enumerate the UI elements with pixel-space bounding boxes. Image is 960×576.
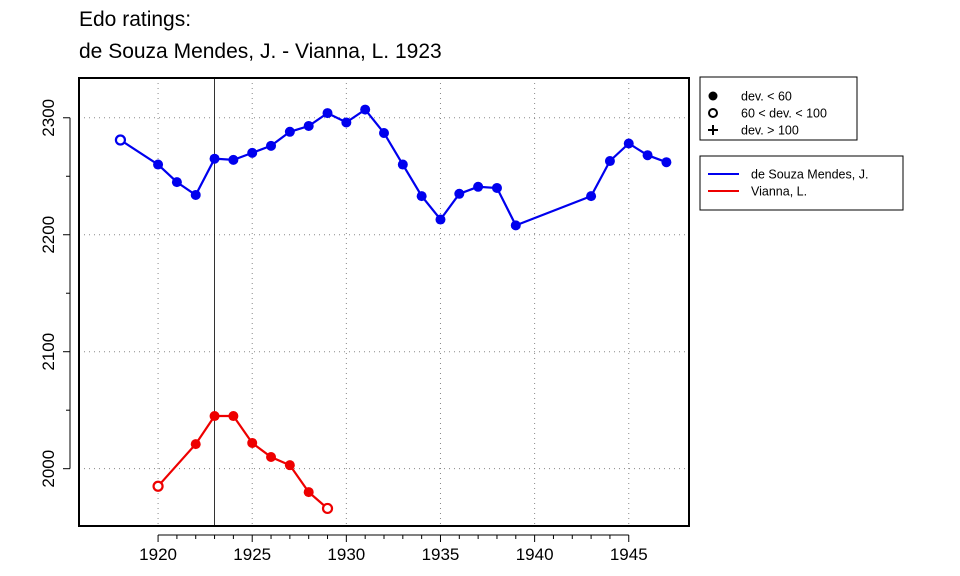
data-point-open <box>152 480 164 492</box>
x-tick-label: 1940 <box>516 545 554 564</box>
data-point-filled <box>454 188 465 199</box>
data-point-filled <box>190 439 201 450</box>
data-point-filled <box>416 191 427 202</box>
data-point-filled <box>228 411 239 422</box>
data-point-filled <box>209 411 220 422</box>
chart-title-line-2: de Souza Mendes, J. - Vianna, L. 1923 <box>79 40 442 63</box>
data-point-filled <box>266 140 277 151</box>
y-tick-label: 2000 <box>39 450 58 488</box>
data-point-filled <box>473 181 484 192</box>
data-point-filled <box>586 191 597 202</box>
legend-filled-circle-icon <box>708 91 718 101</box>
legend-plus-icon <box>708 125 718 135</box>
data-point-filled <box>284 126 295 137</box>
plot-frame <box>78 77 690 527</box>
x-tick-label: 1920 <box>139 545 177 564</box>
data-point-filled <box>284 460 295 471</box>
chart-title-line-1: Edo ratings: <box>79 8 192 31</box>
data-point-open <box>321 502 334 515</box>
data-point-filled <box>303 487 314 498</box>
legend-players: de Souza Mendes, J. Vianna, L. <box>699 155 904 211</box>
data-point-filled <box>190 189 201 200</box>
data-point-filled <box>491 182 502 193</box>
legend-deviation-label: dev. > 100 <box>741 124 799 138</box>
data-point-filled <box>604 156 615 167</box>
data-point-filled <box>397 159 408 170</box>
data-point-filled <box>322 108 333 119</box>
legend-series-label: Vianna, L. <box>751 185 807 199</box>
data-point-filled <box>341 117 352 128</box>
data-point-filled <box>228 154 239 165</box>
data-point-filled <box>360 104 371 115</box>
data-point-filled <box>171 177 182 188</box>
x-tick-label: 1930 <box>327 545 365 564</box>
legend-deviation-box <box>699 76 858 141</box>
series-line <box>157 414 329 510</box>
y-tick-label: 2200 <box>39 216 58 254</box>
legend-deviation-label: dev. < 60 <box>741 90 792 104</box>
legend-players-box <box>699 155 904 211</box>
series-vianna <box>152 411 334 515</box>
data-point-filled <box>642 150 653 161</box>
data-point-open <box>114 134 127 146</box>
legend-deviation: dev. < 60 60 < dev. < 100 dev. > 100 <box>699 76 858 141</box>
series-line <box>119 108 667 227</box>
x-tick-label: 1925 <box>233 545 271 564</box>
grid-lines <box>79 78 689 526</box>
data-point-filled <box>153 159 164 170</box>
y-axis: 2000 2100 2200 2300 <box>39 99 71 488</box>
data-point-filled <box>266 451 277 462</box>
data-point-filled <box>623 138 634 149</box>
data-point-filled <box>247 437 258 448</box>
data-point-filled <box>435 214 446 225</box>
series-layer <box>114 104 672 515</box>
data-point-filled <box>247 147 258 158</box>
y-tick-label: 2300 <box>39 99 58 137</box>
legend-open-circle-icon <box>708 108 718 118</box>
x-tick-label: 1945 <box>610 545 648 564</box>
data-point-filled <box>661 157 672 168</box>
x-axis: 1920 1925 1930 1935 1940 1945 <box>139 534 648 564</box>
data-point-filled <box>510 220 521 231</box>
data-point-filled <box>209 153 220 164</box>
x-tick-label: 1935 <box>422 545 460 564</box>
legend-series-label: de Souza Mendes, J. <box>751 168 868 182</box>
legend-deviation-label: 60 < dev. < 100 <box>741 107 827 121</box>
data-point-filled <box>303 120 314 131</box>
series-de-souza-mendes <box>114 104 672 231</box>
data-point-filled <box>379 127 389 138</box>
y-tick-label: 2100 <box>39 333 58 371</box>
